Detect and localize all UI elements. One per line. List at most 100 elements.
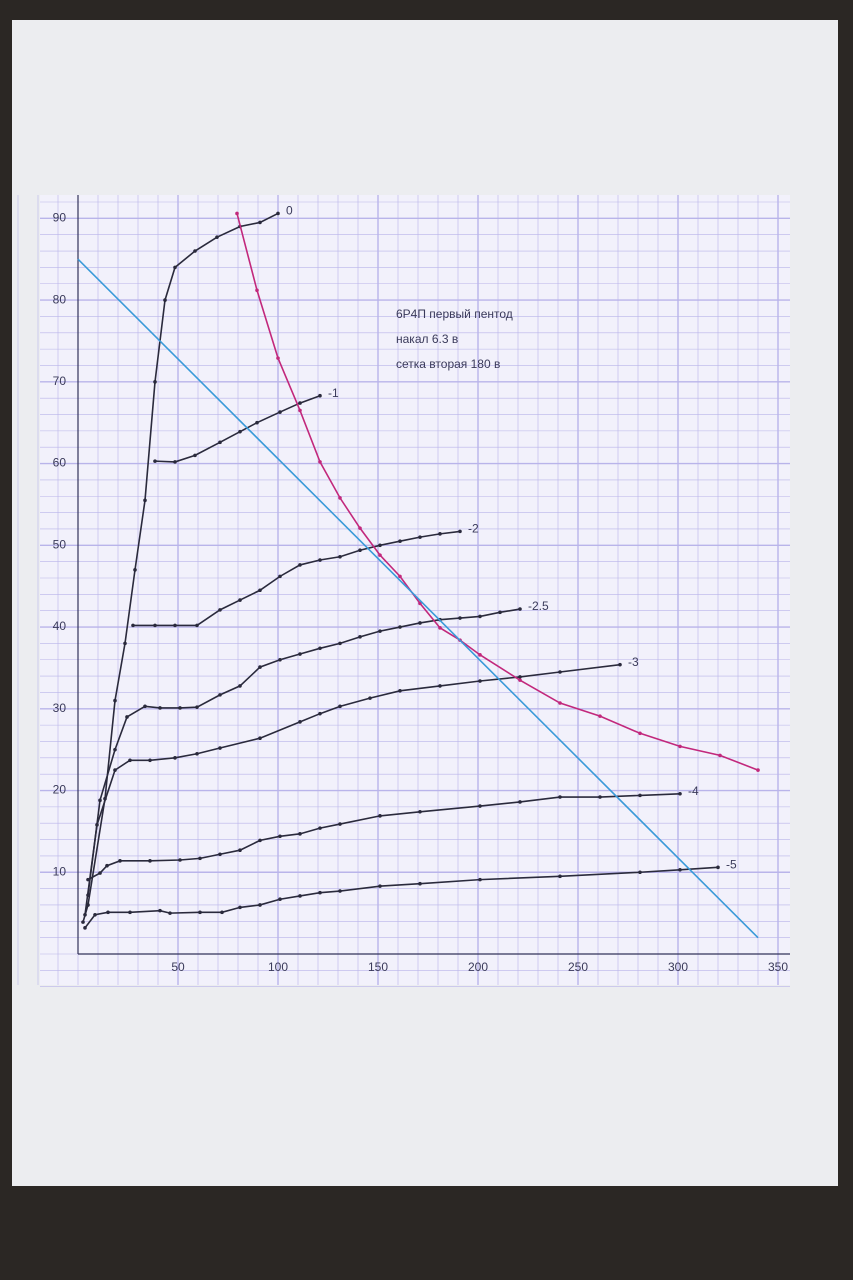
series-label: 0 — [286, 204, 293, 218]
series-label: -3 — [628, 655, 639, 669]
point — [418, 809, 422, 814]
point — [598, 795, 602, 799]
point — [458, 529, 462, 534]
point — [258, 903, 262, 907]
point — [215, 235, 219, 239]
point — [318, 460, 322, 464]
point — [718, 753, 722, 758]
series-label: -2 — [468, 522, 479, 536]
point — [276, 356, 280, 360]
point — [498, 610, 502, 615]
point — [173, 623, 177, 628]
point — [558, 874, 562, 879]
point — [153, 459, 157, 463]
point — [378, 543, 382, 548]
point — [478, 804, 482, 808]
point — [518, 800, 522, 804]
point — [298, 563, 302, 567]
point — [238, 848, 242, 852]
point — [478, 877, 482, 882]
point — [478, 679, 482, 683]
point — [438, 684, 442, 688]
y-tick-label: 30 — [53, 701, 67, 715]
point — [105, 863, 109, 868]
point — [238, 429, 242, 434]
point — [128, 910, 132, 915]
point — [81, 920, 85, 924]
point — [338, 822, 342, 826]
point — [178, 858, 182, 862]
x-tick-label: 350 — [768, 960, 788, 974]
x-tick-label: 300 — [668, 960, 688, 974]
point — [458, 616, 462, 620]
y-tick-label: 80 — [53, 292, 67, 306]
point — [193, 249, 197, 253]
point — [258, 736, 262, 741]
point — [195, 623, 199, 628]
point — [298, 652, 302, 656]
series-line — [236, 213, 759, 771]
point — [276, 211, 280, 216]
point — [195, 705, 199, 709]
plot-background — [40, 195, 790, 985]
point — [398, 574, 402, 579]
x-tick-label: 250 — [568, 960, 588, 974]
point — [258, 838, 262, 843]
point — [258, 220, 262, 225]
series-line — [87, 792, 681, 881]
point — [153, 623, 157, 628]
series-line — [77, 258, 759, 939]
point — [163, 298, 167, 302]
series-label: -2.5 — [528, 599, 549, 613]
point — [95, 823, 99, 827]
point — [558, 795, 562, 799]
point — [178, 706, 182, 710]
point — [198, 856, 202, 861]
series-label: -1 — [328, 386, 339, 400]
point — [168, 911, 172, 915]
annotation: накал 6.3 в — [396, 332, 458, 346]
point — [558, 670, 562, 674]
point — [158, 908, 162, 913]
series-line — [87, 608, 521, 896]
point — [113, 768, 117, 772]
point — [218, 852, 222, 857]
point — [338, 641, 342, 646]
point — [638, 793, 642, 798]
point — [338, 704, 342, 709]
point — [133, 568, 137, 572]
point — [518, 607, 522, 611]
y-tick-label: 20 — [53, 783, 67, 797]
point — [478, 653, 482, 657]
point — [298, 408, 302, 413]
point — [118, 859, 122, 863]
point — [218, 693, 222, 697]
point — [255, 288, 259, 293]
point — [143, 704, 147, 709]
point — [113, 698, 117, 703]
point — [368, 696, 372, 700]
point — [298, 401, 302, 405]
annotation: сетка вторая 180 в — [396, 357, 500, 371]
y-tick-label: 50 — [53, 537, 67, 551]
point — [378, 884, 382, 888]
x-tick-label: 100 — [268, 960, 288, 974]
point — [278, 897, 282, 902]
point — [338, 496, 342, 500]
point — [173, 460, 177, 464]
point — [318, 646, 322, 651]
point — [438, 626, 442, 630]
point — [123, 641, 127, 646]
point — [438, 532, 442, 536]
point — [418, 535, 422, 539]
point — [318, 711, 322, 716]
point — [278, 657, 282, 662]
point — [153, 380, 157, 384]
point — [235, 211, 239, 216]
point — [418, 621, 422, 625]
point — [83, 926, 87, 930]
point — [131, 623, 135, 628]
point — [318, 393, 322, 398]
